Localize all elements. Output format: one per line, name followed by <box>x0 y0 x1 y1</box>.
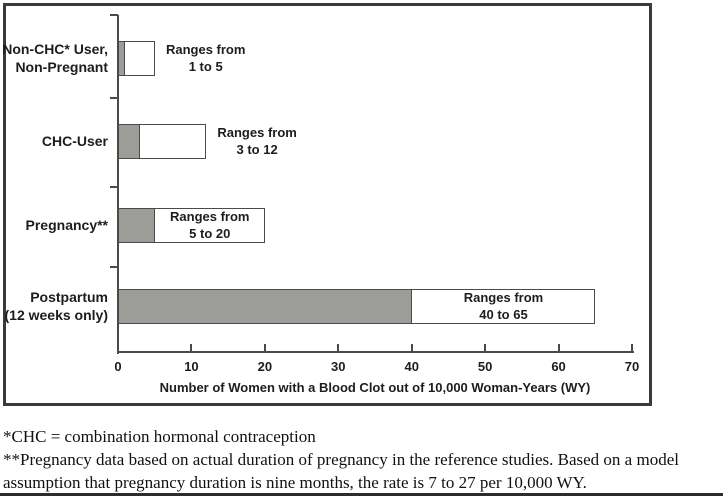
range-annotation-line: 1 to 5 <box>188 59 223 74</box>
category-label-line: Pregnancy** <box>25 217 108 233</box>
range-annotation-line: 40 to 65 <box>479 307 528 322</box>
x-tick-label: 60 <box>551 359 566 374</box>
chart-frame <box>3 3 652 406</box>
x-axis-tick <box>484 344 487 352</box>
category-label: Pregnancy** <box>26 216 108 234</box>
x-axis-title: Number of Women with a Blood Clot out of… <box>159 380 591 395</box>
x-axis-tick <box>631 344 633 352</box>
y-axis-tick <box>110 14 118 16</box>
range-annotation: Ranges from 3 to 12 <box>214 124 300 158</box>
bottom-divider <box>0 493 723 496</box>
footnote-chc-definition: *CHC = combination hormonal contraceptio… <box>3 427 316 446</box>
range-annotation: Ranges from 40 to 65 <box>412 289 596 323</box>
x-tick-label: 30 <box>331 359 346 374</box>
bar-chart: 0 10 20 30 40 50 60 70 Number of Women with a Bl… <box>2 14 640 395</box>
range-annotation-line: Ranges from <box>463 290 544 305</box>
x-axis-tick <box>410 344 413 352</box>
x-axis-tick <box>190 344 193 352</box>
category-label-line: Non-Pregnant <box>15 59 108 75</box>
bar-solid-segment <box>118 123 141 159</box>
x-tick-label: 10 <box>184 359 199 374</box>
x-tick-label: 50 <box>477 359 493 374</box>
x-axis-line <box>117 351 634 353</box>
bar-solid-segment <box>118 40 126 76</box>
range-annotation: Ranges from 5 to 20 <box>155 208 265 242</box>
range-annotation-line: Ranges from <box>165 42 246 57</box>
category-label: CHC-User <box>42 132 108 150</box>
footnotes: *CHC = combination hormonal contraceptio… <box>3 425 715 494</box>
category-label: Postpartum (12 weeks only) <box>5 288 109 324</box>
y-axis-line <box>117 15 119 354</box>
category-label-line: Postpartum <box>30 289 108 305</box>
range-annotation-line: 5 to 20 <box>189 226 231 241</box>
bar-solid-segment <box>118 288 412 324</box>
x-tick-label: 40 <box>404 359 419 374</box>
x-axis-tick <box>263 344 266 352</box>
category-label-line: (12 weeks only) <box>4 307 109 323</box>
bar-solid-segment <box>118 207 155 243</box>
x-axis-tick <box>337 344 340 352</box>
x-tick-label: 0 <box>114 359 122 374</box>
y-axis-tick <box>110 97 118 99</box>
range-annotation-line: Ranges from <box>170 209 250 224</box>
x-tick-label: 20 <box>257 359 273 374</box>
y-axis-tick <box>110 266 118 268</box>
x-tick-label: 70 <box>624 359 640 374</box>
category-label-line: Non-CHC* User, <box>2 41 108 57</box>
footnote-pregnancy-data: **Pregnancy data based on actual duratio… <box>3 450 679 492</box>
x-axis-tick <box>117 344 119 352</box>
x-axis-tick <box>557 344 560 352</box>
category-label: Non-CHC* User, Non-Pregnant <box>2 40 108 76</box>
y-axis-tick <box>110 186 118 188</box>
range-annotation-line: Ranges from <box>217 125 297 140</box>
range-annotation: Ranges from 1 to 5 <box>163 41 249 75</box>
category-label-line: CHC-User <box>41 133 108 149</box>
range-annotation-line: 3 to 12 <box>236 142 278 157</box>
